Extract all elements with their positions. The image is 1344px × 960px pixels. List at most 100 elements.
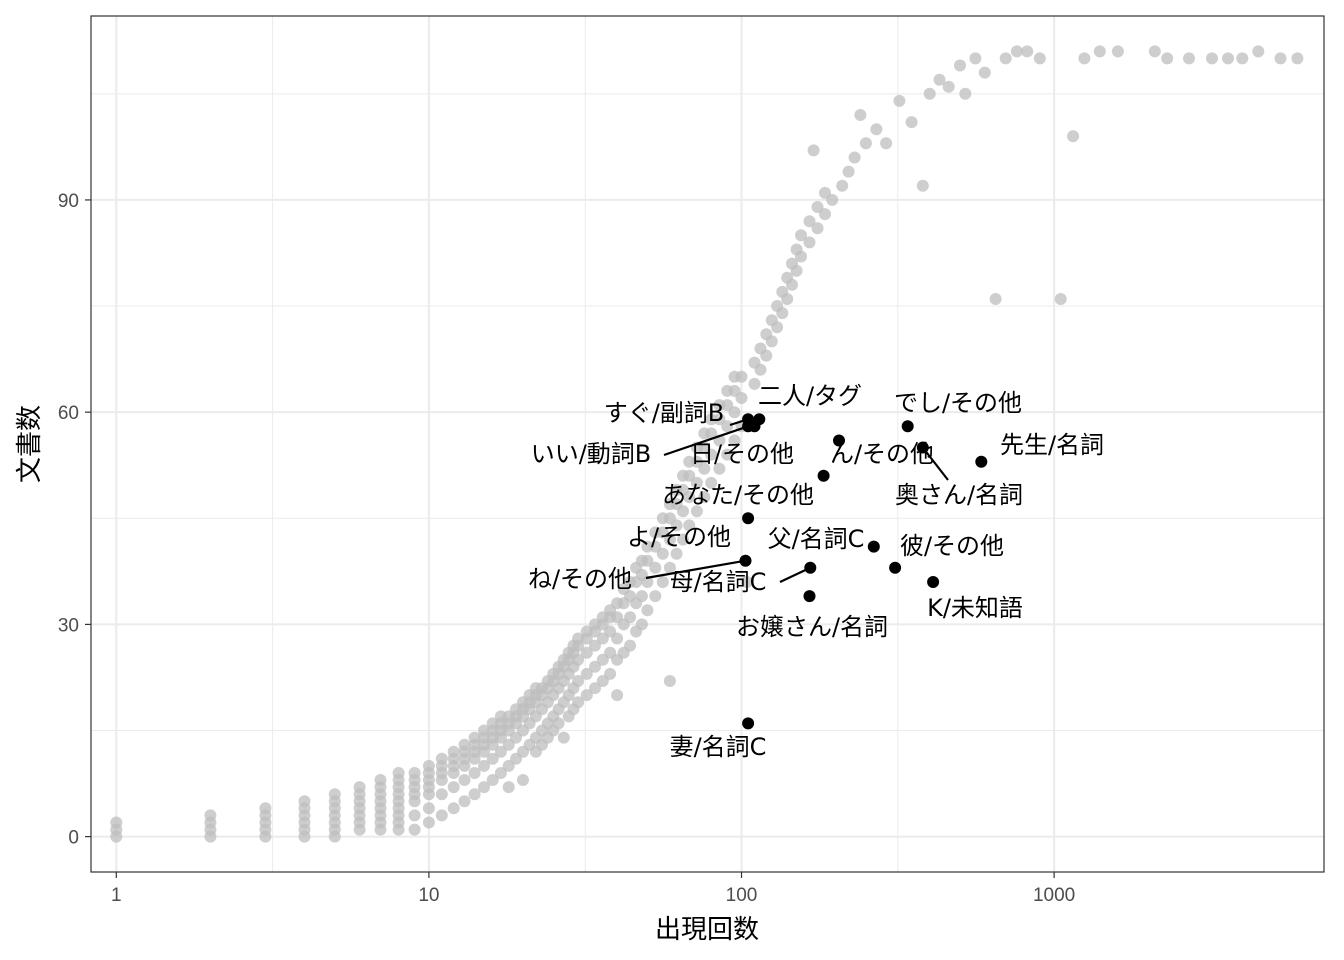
data-point <box>611 689 624 702</box>
data-point <box>624 639 637 652</box>
data-point <box>572 675 585 687</box>
point-label: 奥さん/名詞 <box>895 481 1023 509</box>
data-point <box>735 392 748 404</box>
highlighted-point <box>742 717 755 730</box>
point-label: 二人/タグ <box>758 382 862 410</box>
data-point <box>811 201 824 213</box>
data-point <box>933 73 946 86</box>
data-point <box>635 618 648 631</box>
data-point <box>713 462 726 475</box>
data-point <box>656 547 669 560</box>
data-point <box>589 660 601 673</box>
highlighted-points <box>739 413 988 730</box>
data-point <box>663 675 676 687</box>
data-point <box>826 193 839 206</box>
data-point <box>740 576 753 588</box>
data-point <box>870 123 883 136</box>
data-point <box>478 759 490 772</box>
y-axis-title: 文書数 <box>15 405 45 483</box>
data-point <box>690 476 703 489</box>
x-tick-label: 10 <box>418 885 439 906</box>
data-point <box>999 52 1012 65</box>
data-point <box>1033 52 1046 65</box>
data-point <box>721 420 734 433</box>
data-point <box>458 774 471 786</box>
x-tick-label: 1 <box>111 885 122 906</box>
x-tick-label: 100 <box>726 885 758 906</box>
data-point <box>854 109 867 121</box>
grid <box>91 16 1324 872</box>
point-label: お嬢さん/名詞 <box>736 613 888 641</box>
data-point <box>486 774 499 786</box>
data-point <box>110 816 123 829</box>
point-label: 先生/名詞 <box>1000 431 1104 459</box>
data-point <box>604 667 617 680</box>
data-point <box>1161 52 1174 65</box>
data-point <box>978 66 991 79</box>
highlighted-point <box>817 469 830 482</box>
axes: 1 10 100 1000 0 30 60 90 <box>58 191 1075 906</box>
data-point <box>735 370 748 383</box>
data-point <box>795 250 807 263</box>
data-point <box>649 590 662 603</box>
data-point <box>624 611 637 624</box>
highlighted-point <box>742 512 755 525</box>
data-point <box>1206 52 1218 65</box>
data-point <box>468 731 481 744</box>
point-label: 彼/その他 <box>900 532 1004 560</box>
data-point <box>811 222 824 235</box>
data-point <box>790 264 803 277</box>
data-point <box>1111 45 1124 58</box>
data-point <box>803 215 816 228</box>
data-point <box>989 293 1002 305</box>
highlighted-point <box>803 590 816 603</box>
highlighted-point <box>889 561 902 574</box>
data-point <box>1010 45 1023 58</box>
data-point <box>771 321 784 334</box>
data-point <box>1291 52 1304 65</box>
data-point <box>705 413 718 426</box>
data-point <box>422 816 435 829</box>
point-label: ん/その他 <box>830 440 934 468</box>
data-point <box>713 413 726 426</box>
highlighted-point <box>975 455 988 468</box>
data-point <box>905 116 918 129</box>
data-point <box>795 229 807 242</box>
data-point <box>683 491 696 504</box>
data-point <box>1222 52 1234 65</box>
data-point <box>353 781 366 794</box>
data-point <box>468 767 481 779</box>
data-point <box>748 377 761 390</box>
y-tick-label: 90 <box>58 191 79 212</box>
x-axis-title: 出現回数 <box>655 915 759 945</box>
data-point <box>942 80 955 93</box>
data-point <box>656 576 669 588</box>
data-point <box>408 767 421 779</box>
data-point <box>677 533 689 546</box>
data-point <box>580 689 593 702</box>
data-point <box>580 667 593 680</box>
data-point <box>374 774 387 786</box>
highlighted-point <box>804 561 817 574</box>
highlighted-point <box>739 554 752 567</box>
data-point <box>705 476 718 489</box>
data-point <box>494 767 507 779</box>
data-point <box>1067 130 1080 143</box>
data-point <box>447 781 460 794</box>
point-label: K/未知語 <box>927 594 1023 622</box>
highlighted-point <box>867 540 880 553</box>
data-point <box>959 87 972 100</box>
data-point <box>916 179 929 192</box>
data-point <box>572 632 585 645</box>
data-point <box>807 144 820 157</box>
data-point <box>589 682 601 695</box>
data-point <box>447 745 460 758</box>
data-point <box>728 434 741 447</box>
data-point <box>859 137 872 150</box>
data-point <box>690 455 703 468</box>
data-point <box>1183 52 1195 65</box>
data-point <box>819 208 831 221</box>
data-point <box>458 738 471 751</box>
